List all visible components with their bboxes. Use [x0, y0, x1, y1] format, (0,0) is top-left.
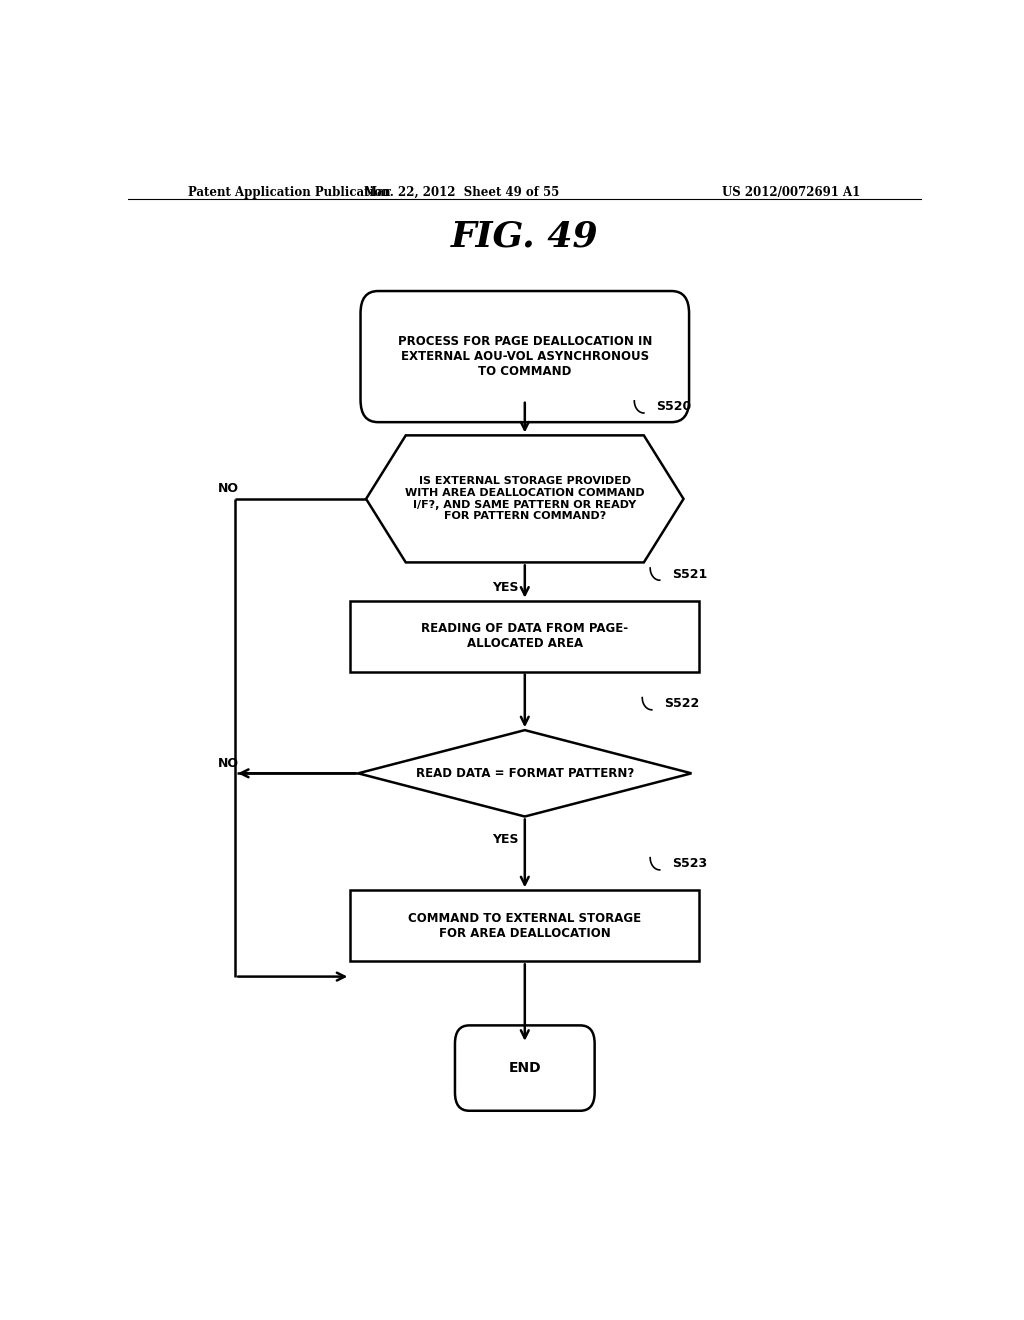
Text: COMMAND TO EXTERNAL STORAGE
FOR AREA DEALLOCATION: COMMAND TO EXTERNAL STORAGE FOR AREA DEA…: [409, 912, 641, 940]
Text: FIG. 49: FIG. 49: [451, 219, 599, 253]
Polygon shape: [358, 730, 691, 817]
Text: S523: S523: [673, 857, 708, 870]
Text: YES: YES: [492, 581, 518, 594]
Text: NO: NO: [218, 756, 240, 770]
Text: S521: S521: [673, 568, 708, 581]
Polygon shape: [367, 436, 684, 562]
Bar: [350, 890, 699, 961]
FancyBboxPatch shape: [360, 290, 689, 422]
FancyBboxPatch shape: [455, 1026, 595, 1110]
Text: S522: S522: [665, 697, 699, 710]
Bar: [350, 601, 699, 672]
Text: S520: S520: [656, 400, 692, 413]
Text: YES: YES: [492, 833, 518, 846]
Text: US 2012/0072691 A1: US 2012/0072691 A1: [722, 186, 860, 199]
Text: READING OF DATA FROM PAGE-
ALLOCATED AREA: READING OF DATA FROM PAGE- ALLOCATED ARE…: [421, 622, 629, 651]
Text: Patent Application Publication: Patent Application Publication: [187, 186, 390, 199]
Text: PROCESS FOR PAGE DEALLOCATION IN
EXTERNAL AOU-VOL ASYNCHRONOUS
TO COMMAND: PROCESS FOR PAGE DEALLOCATION IN EXTERNA…: [397, 335, 652, 378]
Text: Mar. 22, 2012  Sheet 49 of 55: Mar. 22, 2012 Sheet 49 of 55: [364, 186, 559, 199]
Text: READ DATA = FORMAT PATTERN?: READ DATA = FORMAT PATTERN?: [416, 767, 634, 780]
Text: END: END: [509, 1061, 541, 1074]
Text: NO: NO: [218, 482, 240, 495]
Text: IS EXTERNAL STORAGE PROVIDED
WITH AREA DEALLOCATION COMMAND
I/F?, AND SAME PATTE: IS EXTERNAL STORAGE PROVIDED WITH AREA D…: [404, 477, 645, 521]
